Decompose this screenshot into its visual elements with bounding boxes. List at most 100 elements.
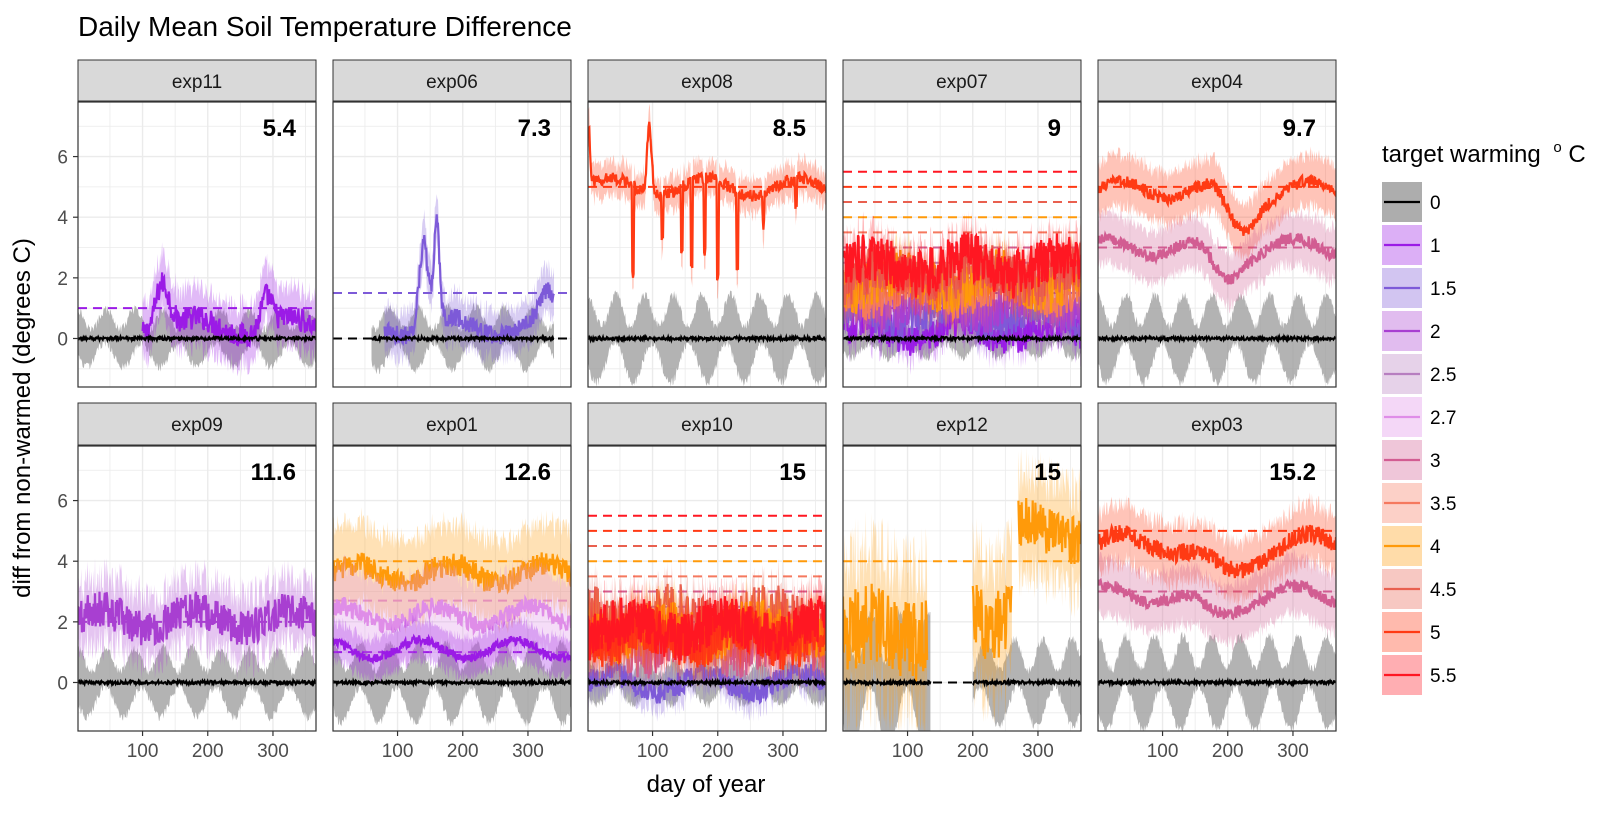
panel-border [1097, 101, 1337, 388]
series-line-3 [1098, 577, 1336, 621]
legend-label: 3.5 [1430, 494, 1456, 515]
panel-exp12: exp12 15 100 200 300 [842, 402, 1082, 762]
panel-value-label: 15 [779, 459, 806, 486]
control-line [333, 676, 571, 688]
legend-item: 4.5 [1382, 569, 1456, 609]
facet-strip [842, 59, 1082, 102]
panel-exp08: exp08 8.5 [587, 59, 827, 388]
series-line-1.5 [588, 661, 826, 705]
legend-item: 1.5 [1382, 268, 1456, 308]
series-line-4 [971, 584, 1013, 659]
facet-strip-label: exp07 [936, 72, 988, 93]
x-axis-title: day of year [647, 771, 766, 798]
x-tick-label: 100 [382, 741, 414, 762]
legend-label: 4.5 [1430, 580, 1456, 601]
y-tick-label: 6 [57, 148, 68, 169]
panel-border [587, 445, 827, 732]
y-tick-label: 4 [57, 208, 68, 229]
panel-value-label: 9.7 [1283, 115, 1316, 142]
panel-value-label: 8.5 [773, 115, 806, 142]
facet-strip-label: exp01 [426, 415, 478, 436]
series-line-4 [843, 583, 929, 685]
panel-border [1097, 445, 1337, 732]
panel-value-label: 11.6 [251, 459, 296, 486]
facet-strip-label: exp08 [681, 72, 733, 93]
panel-value-label: 15.2 [1269, 459, 1316, 486]
series-band-3 [1098, 547, 1336, 651]
legend-label: 0 [1430, 193, 1441, 214]
panel-value-label: 12.6 [504, 459, 551, 486]
panel-border [842, 445, 1082, 732]
plot-area [588, 514, 826, 722]
legend-label: 5 [1430, 623, 1441, 644]
facet-strip-label: exp06 [426, 72, 478, 93]
series-band-5 [1098, 146, 1336, 264]
panel-exp07: exp07 9 [842, 59, 1082, 388]
legend-label: 2.7 [1430, 408, 1456, 429]
series-line-3 [1098, 230, 1336, 285]
plot-area [843, 447, 1081, 731]
panel-exp06: exp06 7.3 [332, 59, 572, 388]
facet-strip-label: exp12 [936, 415, 988, 436]
control-line [1098, 676, 1336, 689]
series-line-2.7 [333, 594, 571, 637]
facet-strip [1097, 402, 1337, 446]
legend-item: 3.5 [1382, 483, 1456, 523]
facet-strip [1097, 59, 1337, 102]
plot-area [333, 194, 571, 375]
legend-item: 2.5 [1382, 354, 1456, 394]
panel-border [77, 445, 317, 732]
series-line-1 [141, 272, 316, 348]
series-line-5 [588, 121, 826, 281]
x-tick-label: 200 [957, 741, 989, 762]
series-line-5 [1098, 522, 1336, 579]
legend-item: 2 [1382, 311, 1441, 351]
panel-exp03: exp03 15.2 100 200 300 [1097, 402, 1337, 762]
legend-label: 3 [1430, 451, 1441, 472]
plot-area [78, 558, 316, 722]
panel-exp09: exp09 11.6 0 2 4 6 100 200 300 [57, 402, 317, 762]
plot-area [78, 242, 316, 377]
x-tick-label: 300 [1277, 741, 1309, 762]
x-tick-label: 100 [127, 741, 159, 762]
y-tick-label: 2 [57, 613, 68, 634]
series-band-1 [333, 613, 571, 685]
control-line [1098, 332, 1336, 345]
facet-strip [332, 59, 572, 102]
legend-title-suffix: C [1568, 141, 1585, 168]
legend-title: target warming o C [1382, 131, 1586, 168]
facet-strip-label: exp10 [681, 415, 733, 436]
plot-area [333, 507, 571, 728]
plot-area [588, 103, 826, 387]
x-tick-label: 200 [1212, 741, 1244, 762]
series-line-1 [333, 633, 571, 665]
panel-border [842, 101, 1082, 388]
x-tick-label: 100 [637, 741, 669, 762]
panel-exp10: exp10 15 100 200 300 [587, 402, 827, 762]
series-line-5.5 [843, 232, 1081, 299]
series-line-3.5 [843, 260, 1081, 323]
facet-strip-label: exp11 [172, 72, 222, 93]
legend-item: 3 [1382, 440, 1441, 480]
series-line-5 [1098, 173, 1336, 236]
legend-label: 1.5 [1430, 279, 1456, 300]
panels-layer: exp11 5.4 0 2 4 6 exp06 7.3 exp08 8.5 exp07 9 exp04 9… [57, 59, 1337, 762]
x-tick-label: 200 [447, 741, 479, 762]
legend-label: 4 [1430, 537, 1441, 558]
x-tick-label: 200 [192, 741, 224, 762]
control-line [588, 333, 826, 344]
legend-item: 5.5 [1382, 655, 1456, 695]
facet-strip [77, 402, 317, 446]
panel-value-label: 9 [1048, 115, 1061, 142]
y-tick-label: 6 [57, 492, 68, 513]
control-line [78, 677, 316, 688]
y-tick-label: 4 [57, 552, 68, 573]
y-tick-label: 2 [57, 269, 68, 290]
facet-strip-label: exp03 [1191, 415, 1243, 436]
x-tick-label: 300 [512, 741, 544, 762]
legend-item: 5 [1382, 612, 1441, 652]
series-band-2.7 [333, 553, 571, 678]
y-tick-label: 0 [57, 673, 68, 694]
x-tick-label: 200 [702, 741, 734, 762]
